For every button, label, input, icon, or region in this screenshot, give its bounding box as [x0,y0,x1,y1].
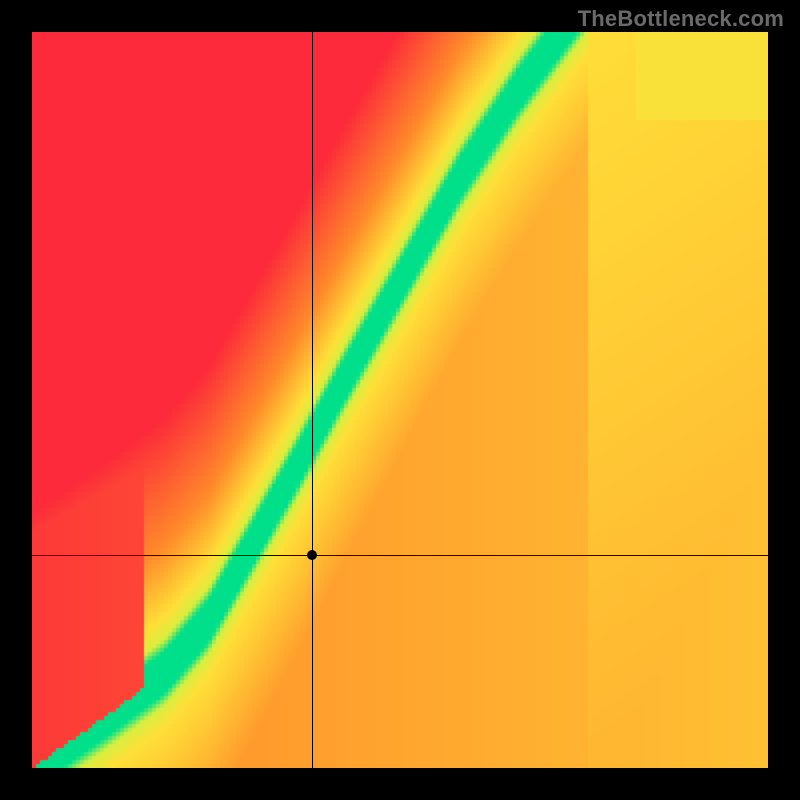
crosshair-horizontal [32,555,768,556]
heatmap-chart: TheBottleneck.com [0,0,800,800]
crosshair-vertical [312,32,313,768]
heatmap-canvas [32,32,768,768]
crosshair-marker [307,550,317,560]
watermark-text: TheBottleneck.com [578,6,784,32]
